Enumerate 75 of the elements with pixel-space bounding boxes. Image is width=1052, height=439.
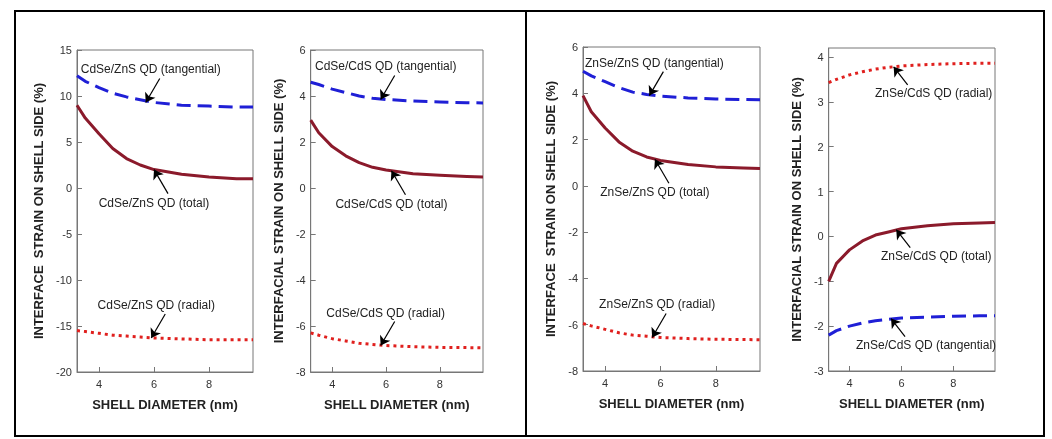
annotation: ZnSe/CdS QD (radial) xyxy=(874,85,993,100)
y-tick-label: 0 xyxy=(817,230,824,243)
y-tick-label: 2 xyxy=(571,133,578,146)
y-tick-label: -15 xyxy=(56,320,72,332)
x-axis-title: SHELL DIAMETER (nm) xyxy=(92,397,238,412)
line-series xyxy=(827,221,997,283)
y-tick-label: -3 xyxy=(813,365,824,377)
annotation: CdSe/CdS QD (radial) xyxy=(326,305,446,320)
annotation: CdSe/ZnS QD (total) xyxy=(98,195,210,210)
y-tick-label: 10 xyxy=(59,90,72,102)
y-tick-label: 2 xyxy=(299,136,306,148)
y-axis-title: INTERFACE STRAIN ON SHELL SIDE (%) xyxy=(31,82,47,340)
y-tick-label: 6 xyxy=(571,41,578,53)
y-tick-label: 1 xyxy=(817,185,824,198)
y-tick-label: 4 xyxy=(571,87,578,100)
x-axis-title: SHELL DIAMETER (nm) xyxy=(598,396,745,411)
line-series xyxy=(827,314,997,337)
y-tick-label: -2 xyxy=(568,226,578,239)
annotation: CdSe/CdS QD (total) xyxy=(335,196,448,211)
annotation: ZnSe/ZnS QD (total) xyxy=(600,185,710,200)
y-tick-label: 4 xyxy=(299,90,306,102)
line-series xyxy=(309,118,485,179)
line-series xyxy=(827,61,997,85)
x-tick-label: 8 xyxy=(712,376,719,389)
y-tick-label: 4 xyxy=(817,50,824,63)
annotation: ZnSe/CdS QD (tangential) xyxy=(856,337,997,352)
line-series xyxy=(75,74,255,109)
line-series xyxy=(75,329,255,342)
y-tick-label: 2 xyxy=(817,140,824,153)
annotation: ZnSe/ZnS QD (tangential) xyxy=(585,55,724,70)
y-tick-label: -6 xyxy=(568,318,578,331)
x-tick-label: 4 xyxy=(602,376,609,389)
x-tick-label: 8 xyxy=(436,377,443,390)
x-tick-label: 4 xyxy=(846,376,853,389)
annotation: CdSe/ZnS QD (tangential) xyxy=(80,62,221,77)
annotation: ZnSe/ZnS QD (radial) xyxy=(599,297,716,312)
line-series xyxy=(581,322,762,342)
x-axis-title: SHELL DIAMETER (nm) xyxy=(324,397,470,412)
x-tick-label: 8 xyxy=(950,376,957,389)
y-tick-label: 5 xyxy=(65,136,72,148)
line-series xyxy=(581,69,762,102)
y-tick-label: 6 xyxy=(299,44,306,56)
line-series xyxy=(309,80,485,105)
y-tick-label: -5 xyxy=(62,228,72,240)
line-series xyxy=(581,94,762,170)
y-tick-label: -10 xyxy=(56,274,72,286)
y-tick-label: 15 xyxy=(59,44,72,56)
x-tick-label: 6 xyxy=(657,376,664,389)
annotation: CdSe/ZnS QD (radial) xyxy=(97,297,215,312)
y-tick-label: -2 xyxy=(295,228,306,240)
y-tick-label: 0 xyxy=(299,182,306,194)
y-tick-label: -1 xyxy=(813,275,824,288)
y-axis-title: INTERFACIAL STRAIN ON SHELL SIDE (%) xyxy=(789,77,804,342)
annotation: CdSe/CdS QD (tangential) xyxy=(314,59,457,74)
x-tick-label: 6 xyxy=(383,377,390,390)
y-tick-label: -20 xyxy=(56,366,72,378)
y-tick-label: -2 xyxy=(813,320,824,333)
y-tick-label: -4 xyxy=(568,272,578,285)
x-axis-title: SHELL DIAMETER (nm) xyxy=(839,396,985,411)
y-tick-label: -4 xyxy=(295,274,306,286)
line-series xyxy=(75,103,255,181)
y-tick-label: -8 xyxy=(295,366,306,378)
y-tick-label: 3 xyxy=(817,95,824,108)
x-tick-label: 8 xyxy=(205,377,213,390)
x-tick-label: 4 xyxy=(329,377,336,390)
x-tick-label: 6 xyxy=(898,376,905,389)
y-axis-title: INTERFACE STRAIN ON SHELL SIDE (%) xyxy=(543,80,559,338)
y-tick-label: 0 xyxy=(571,179,578,192)
y-tick-label: -6 xyxy=(295,320,306,332)
y-tick-label: 0 xyxy=(65,182,72,194)
annotation: ZnSe/CdS QD (total) xyxy=(880,248,992,263)
y-tick-label: -8 xyxy=(568,365,578,377)
x-tick-label: 6 xyxy=(150,377,158,390)
x-tick-label: 4 xyxy=(95,377,103,390)
y-axis-title: INTERFACIAL STRAIN ON SHELL SIDE (%) xyxy=(271,78,286,344)
